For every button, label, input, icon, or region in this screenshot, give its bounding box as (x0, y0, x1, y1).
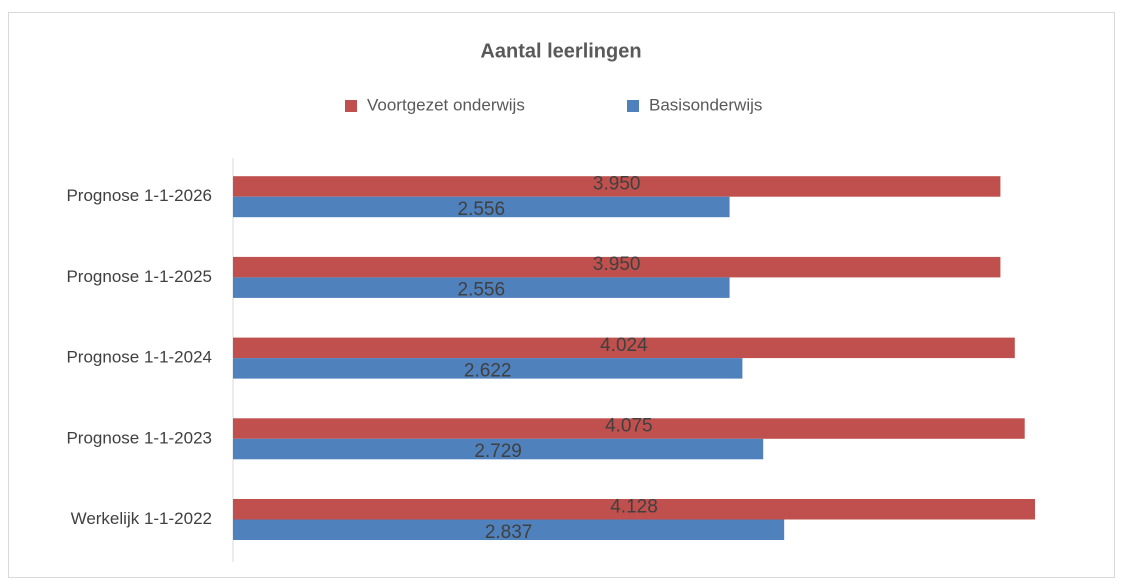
bar (233, 277, 730, 298)
data-label: 2.837 (485, 522, 533, 543)
bar (233, 519, 785, 540)
bar (233, 418, 1025, 439)
bar (233, 176, 1001, 197)
data-label: 2.622 (464, 360, 512, 381)
y-tick-label: Prognose 1-1-2024 (66, 348, 212, 367)
bar (233, 438, 764, 460)
chart-title: Aantal leerlingen (480, 40, 641, 62)
data-label: 4.128 (610, 496, 658, 517)
legend-swatch (345, 100, 357, 112)
legend-swatch (627, 100, 639, 112)
y-tick-label: Prognose 1-1-2026 (66, 186, 212, 205)
bar (233, 337, 1015, 359)
data-label: 3.950 (593, 173, 641, 194)
y-tick-label: Werkelijk 1-1-2022 (71, 509, 212, 528)
legend-label: Basisonderwijs (649, 95, 762, 114)
data-label: 3.950 (593, 254, 641, 275)
data-label: 2.556 (458, 199, 506, 220)
data-label: 2.556 (458, 280, 506, 301)
bar (233, 499, 1035, 520)
bar (233, 196, 730, 218)
data-label: 4.075 (605, 416, 653, 437)
bar (233, 358, 743, 379)
y-tick-label: Prognose 1-1-2023 (66, 428, 212, 447)
y-tick-label: Prognose 1-1-2025 (66, 267, 212, 286)
data-label: 2.729 (474, 441, 522, 462)
bar (233, 256, 1001, 278)
legend-label: Voortgezet onderwijs (367, 95, 525, 114)
data-label: 4.024 (600, 335, 648, 356)
